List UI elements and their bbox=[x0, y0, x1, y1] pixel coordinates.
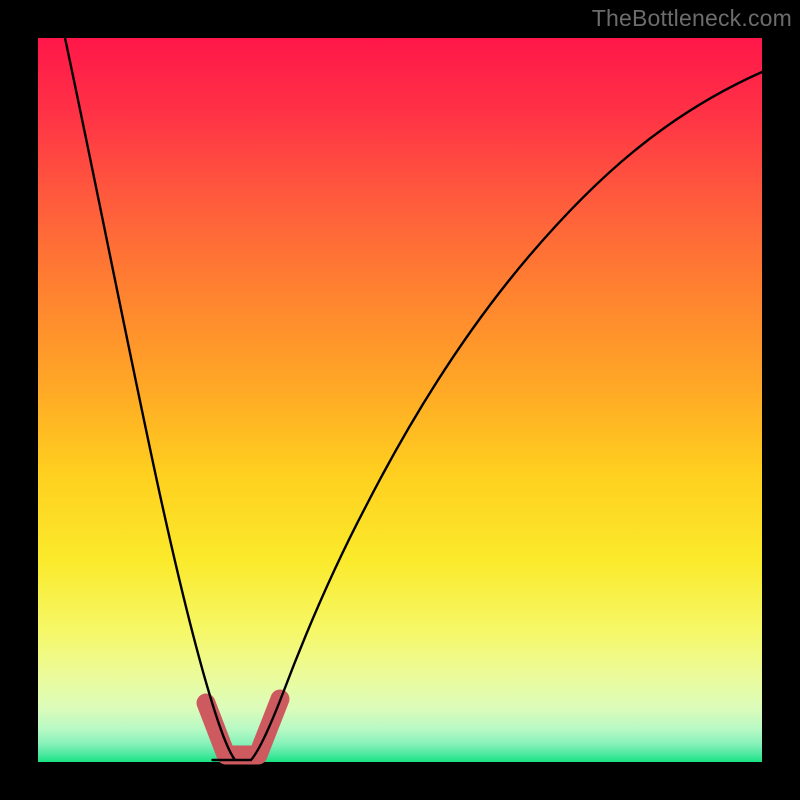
bottleneck-chart-svg bbox=[0, 0, 800, 800]
plot-background bbox=[38, 38, 762, 762]
chart-container: TheBottleneck.com bbox=[0, 0, 800, 800]
watermark-text: TheBottleneck.com bbox=[592, 5, 792, 32]
